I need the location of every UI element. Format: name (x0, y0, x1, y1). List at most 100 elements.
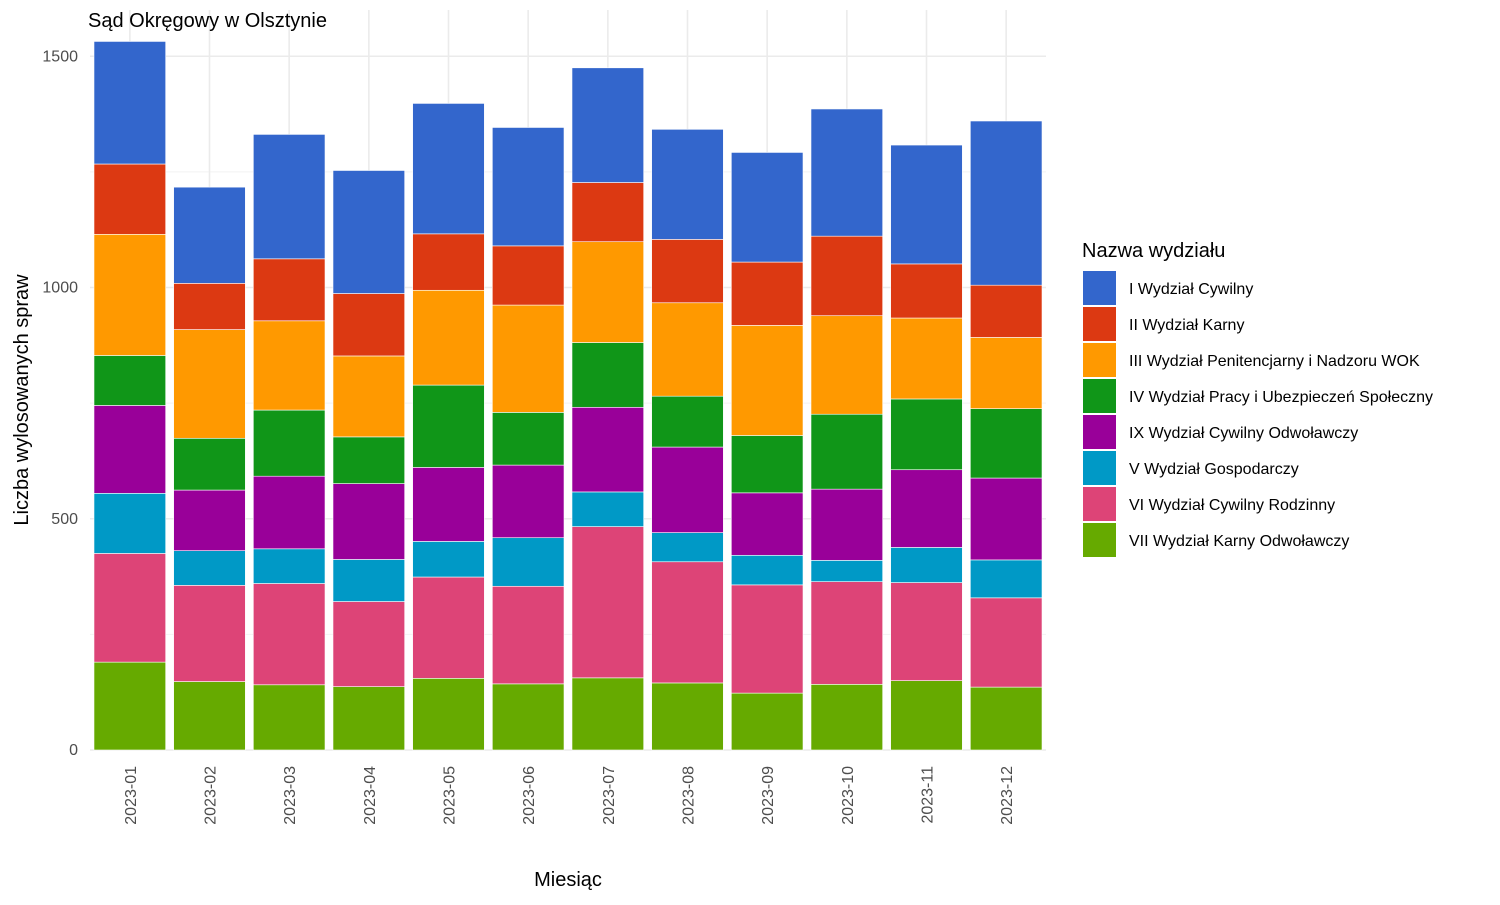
bar-segment (810, 560, 883, 582)
bar-segment (651, 239, 724, 304)
legend-swatch (1083, 523, 1116, 557)
bar-segment (253, 583, 326, 686)
bar-segment (173, 681, 246, 751)
bar-segment (810, 684, 883, 751)
bar-segment (890, 144, 963, 265)
bar-segment (810, 581, 883, 685)
legend-swatch (1083, 379, 1116, 413)
bar-segment (651, 302, 724, 397)
bar-segment (332, 355, 405, 438)
legend-label: III Wydział Penitencjarny i Nadzoru WOK (1129, 353, 1420, 370)
legend-label: IV Wydział Pracy i Ubezpieczeń Społeczny (1129, 389, 1433, 406)
bar-segment (173, 489, 246, 551)
bar-segment (970, 477, 1043, 561)
bar-segment (731, 554, 804, 586)
legend-swatch (1083, 415, 1116, 449)
bar-segment (492, 464, 565, 539)
x-tick-label: 2023-07 (601, 766, 618, 825)
bar-segment (332, 686, 405, 751)
legend-label: IX Wydział Cywilny Odwoławczy (1129, 425, 1358, 442)
legend-swatch (1083, 271, 1116, 305)
bars (93, 41, 1043, 751)
x-axis: 2023-01 2023-02 2023-03 2023-04 2023-05 2023-… (123, 766, 1016, 825)
bar-segment (492, 412, 565, 466)
bar-segment (173, 437, 246, 491)
bar-segment (93, 355, 166, 406)
bar-segment (173, 329, 246, 439)
bar-segment (571, 406, 644, 493)
bar-segment (970, 284, 1043, 338)
bar-segment (810, 108, 883, 237)
bar-segment (651, 682, 724, 751)
bar-segment (412, 541, 485, 578)
x-tick-label: 2023-11 (920, 766, 937, 824)
bar-segment (970, 597, 1043, 688)
y-tick-label: 0 (69, 742, 78, 759)
bar-segment (731, 261, 804, 326)
legend-title: Nazwa wydziału (1082, 240, 1225, 262)
bar-segment (571, 241, 644, 343)
bar-segment (970, 686, 1043, 751)
bar-segment (571, 526, 644, 679)
legend-label: VII Wydział Karny Odwoławczy (1129, 533, 1349, 550)
bar-segment (332, 170, 405, 294)
bar-segment (412, 467, 485, 542)
bar-segment (93, 163, 166, 235)
bar-segment (492, 683, 565, 751)
bar-segment (810, 413, 883, 490)
y-axis-title: Liczba wylosowanych spraw (11, 274, 33, 526)
x-tick-label: 2023-10 (840, 766, 857, 825)
bar-segment (651, 129, 724, 240)
bar-segment (571, 677, 644, 751)
bar-segment (970, 337, 1043, 409)
bar-segment (970, 120, 1043, 286)
bar-segment (810, 315, 883, 415)
bar-segment (93, 493, 166, 554)
bar-segment (93, 405, 166, 494)
y-tick-label: 1000 (42, 280, 78, 297)
bar-segment (492, 127, 565, 247)
bar-segment (731, 435, 804, 494)
bar-segment (731, 584, 804, 694)
bar-segment (890, 547, 963, 583)
legend-swatch (1083, 307, 1116, 341)
bar-segment (93, 234, 166, 356)
bar-segment (492, 304, 565, 413)
legend-swatch (1083, 487, 1116, 521)
bar-segment (890, 582, 963, 681)
legend: Nazwa wydziału I Wydział Cywilny II Wydzi… (1082, 240, 1433, 557)
x-tick-label: 2023-03 (282, 766, 299, 825)
bar-segment (970, 559, 1043, 599)
bar-segment (332, 293, 405, 357)
bar-segment (93, 553, 166, 663)
bar-segment (412, 384, 485, 468)
x-tick-label: 2023-06 (521, 766, 538, 825)
y-tick-label: 1500 (42, 48, 78, 65)
bar-segment (651, 532, 724, 563)
bar-segment (890, 317, 963, 400)
x-tick-label: 2023-04 (362, 766, 379, 825)
bar-segment (571, 182, 644, 243)
bar-segment (412, 233, 485, 291)
bar-segment (412, 103, 485, 235)
x-tick-label: 2023-01 (123, 766, 140, 825)
bar-segment (332, 436, 405, 484)
chart-title: Sąd Okręgowy w Olsztynie (88, 10, 327, 32)
bar-segment (253, 548, 326, 584)
bar-segment (332, 601, 405, 687)
legend-swatch (1083, 343, 1116, 377)
x-axis-title: Miesiąc (534, 869, 602, 891)
bar-segment (332, 559, 405, 602)
bar-segment (253, 320, 326, 411)
bar-segment (492, 245, 565, 306)
bar-segment (970, 408, 1043, 479)
bar-segment (173, 550, 246, 586)
bar-segment (731, 692, 804, 751)
legend-label: I Wydział Cywilny (1129, 281, 1253, 298)
bar-segment (571, 342, 644, 408)
x-tick-label: 2023-09 (760, 766, 777, 825)
bar-segment (810, 488, 883, 561)
x-tick-label: 2023-08 (681, 766, 698, 825)
bar-segment (890, 398, 963, 471)
